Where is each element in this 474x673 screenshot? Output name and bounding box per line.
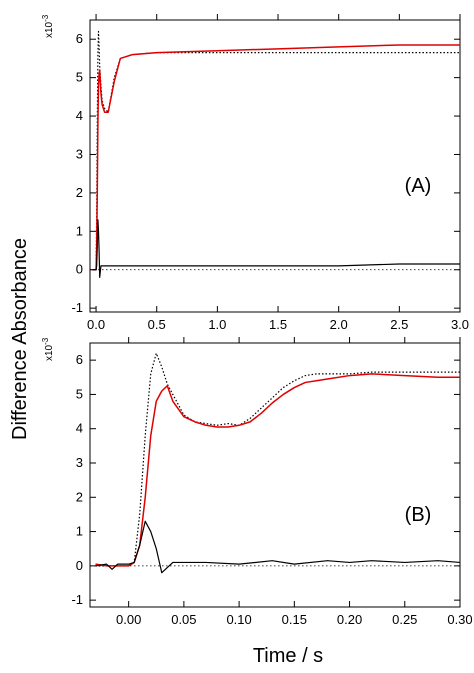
panel-a-y-tick-label: 4 — [76, 108, 83, 123]
panel-a-x-tick-label: 1.0 — [208, 317, 226, 332]
x-axis-title: Time / s — [253, 645, 323, 667]
panel-a-series-1-line — [92, 30, 460, 271]
panel-a-series-2-line — [92, 44, 460, 271]
panel-b-y-tick-label: 6 — [76, 352, 83, 367]
panel-b-y-tick-label: 5 — [76, 386, 83, 401]
panel-b-y-tick-label: 0 — [76, 558, 83, 573]
panel-b-x-tick-label: 0.30 — [447, 612, 472, 627]
panel-a-y-tick-label: 0 — [76, 262, 83, 277]
panel-a-y-multiplier-base: x10 — [44, 21, 55, 38]
panel-a-y-tick-label: 1 — [76, 223, 83, 238]
panel-b-x-tick-label: 0.10 — [226, 612, 251, 627]
panel-b-y-tick-label: 1 — [76, 524, 83, 539]
panel-a-y-tick-label: 5 — [76, 70, 83, 85]
panel-a-x-tick-label: 2.5 — [390, 317, 408, 332]
panel-a-y-multiplier: x10-3 — [41, 14, 55, 38]
panel-b-y-exponent: -3 — [41, 337, 50, 345]
panel-a-x-tick-label: 2.0 — [330, 317, 348, 332]
panel-a-y-exponent: -3 — [41, 14, 50, 22]
panel-a-y-tick-label: 6 — [76, 31, 83, 46]
panel-b-y-multiplier: x10-3 — [41, 337, 55, 361]
panel-b-x-tick-label: 0.25 — [392, 612, 417, 627]
panel-b-y-tick-label: 4 — [76, 421, 83, 436]
panel-b-series-2-line — [95, 373, 460, 567]
panel-a-frame — [89, 19, 461, 313]
panel-a-y-tick-label: 3 — [76, 146, 83, 161]
panel-b-y-tick-label: -1 — [71, 592, 83, 607]
panel-a-x-tick-label: 1.5 — [269, 317, 287, 332]
panel-a-x-tick-label: 0.0 — [87, 317, 105, 332]
panel-a-label: (A) — [405, 175, 432, 197]
panel-b-label: (B) — [405, 504, 432, 526]
panel-b-frame — [89, 342, 461, 608]
panel-b-series-1-line — [95, 352, 460, 567]
panel-b-y-tick-label: 3 — [76, 455, 83, 470]
panel-b-x-tick-label: 0.05 — [171, 612, 196, 627]
panel-b-y-multiplier-base: x10 — [44, 344, 55, 361]
panel-a-series-3-line — [92, 219, 460, 279]
panel-b-y-tick-label: 2 — [76, 489, 83, 504]
panel-b-x-tick-label: 0.20 — [337, 612, 362, 627]
panel-a-x-tick-label: 3.0 — [451, 317, 469, 332]
panel-a-y-tick-label: -1 — [71, 300, 83, 315]
panel-b-x-tick-label: 0.00 — [116, 612, 141, 627]
panel-b-x-tick-label: 0.15 — [282, 612, 307, 627]
panel-a-y-tick-label: 2 — [76, 185, 83, 200]
panel-a-x-tick-label: 0.5 — [148, 317, 166, 332]
y-axis-title: Difference Absorbance — [9, 238, 31, 440]
panel-b-series-3-line — [95, 520, 461, 574]
